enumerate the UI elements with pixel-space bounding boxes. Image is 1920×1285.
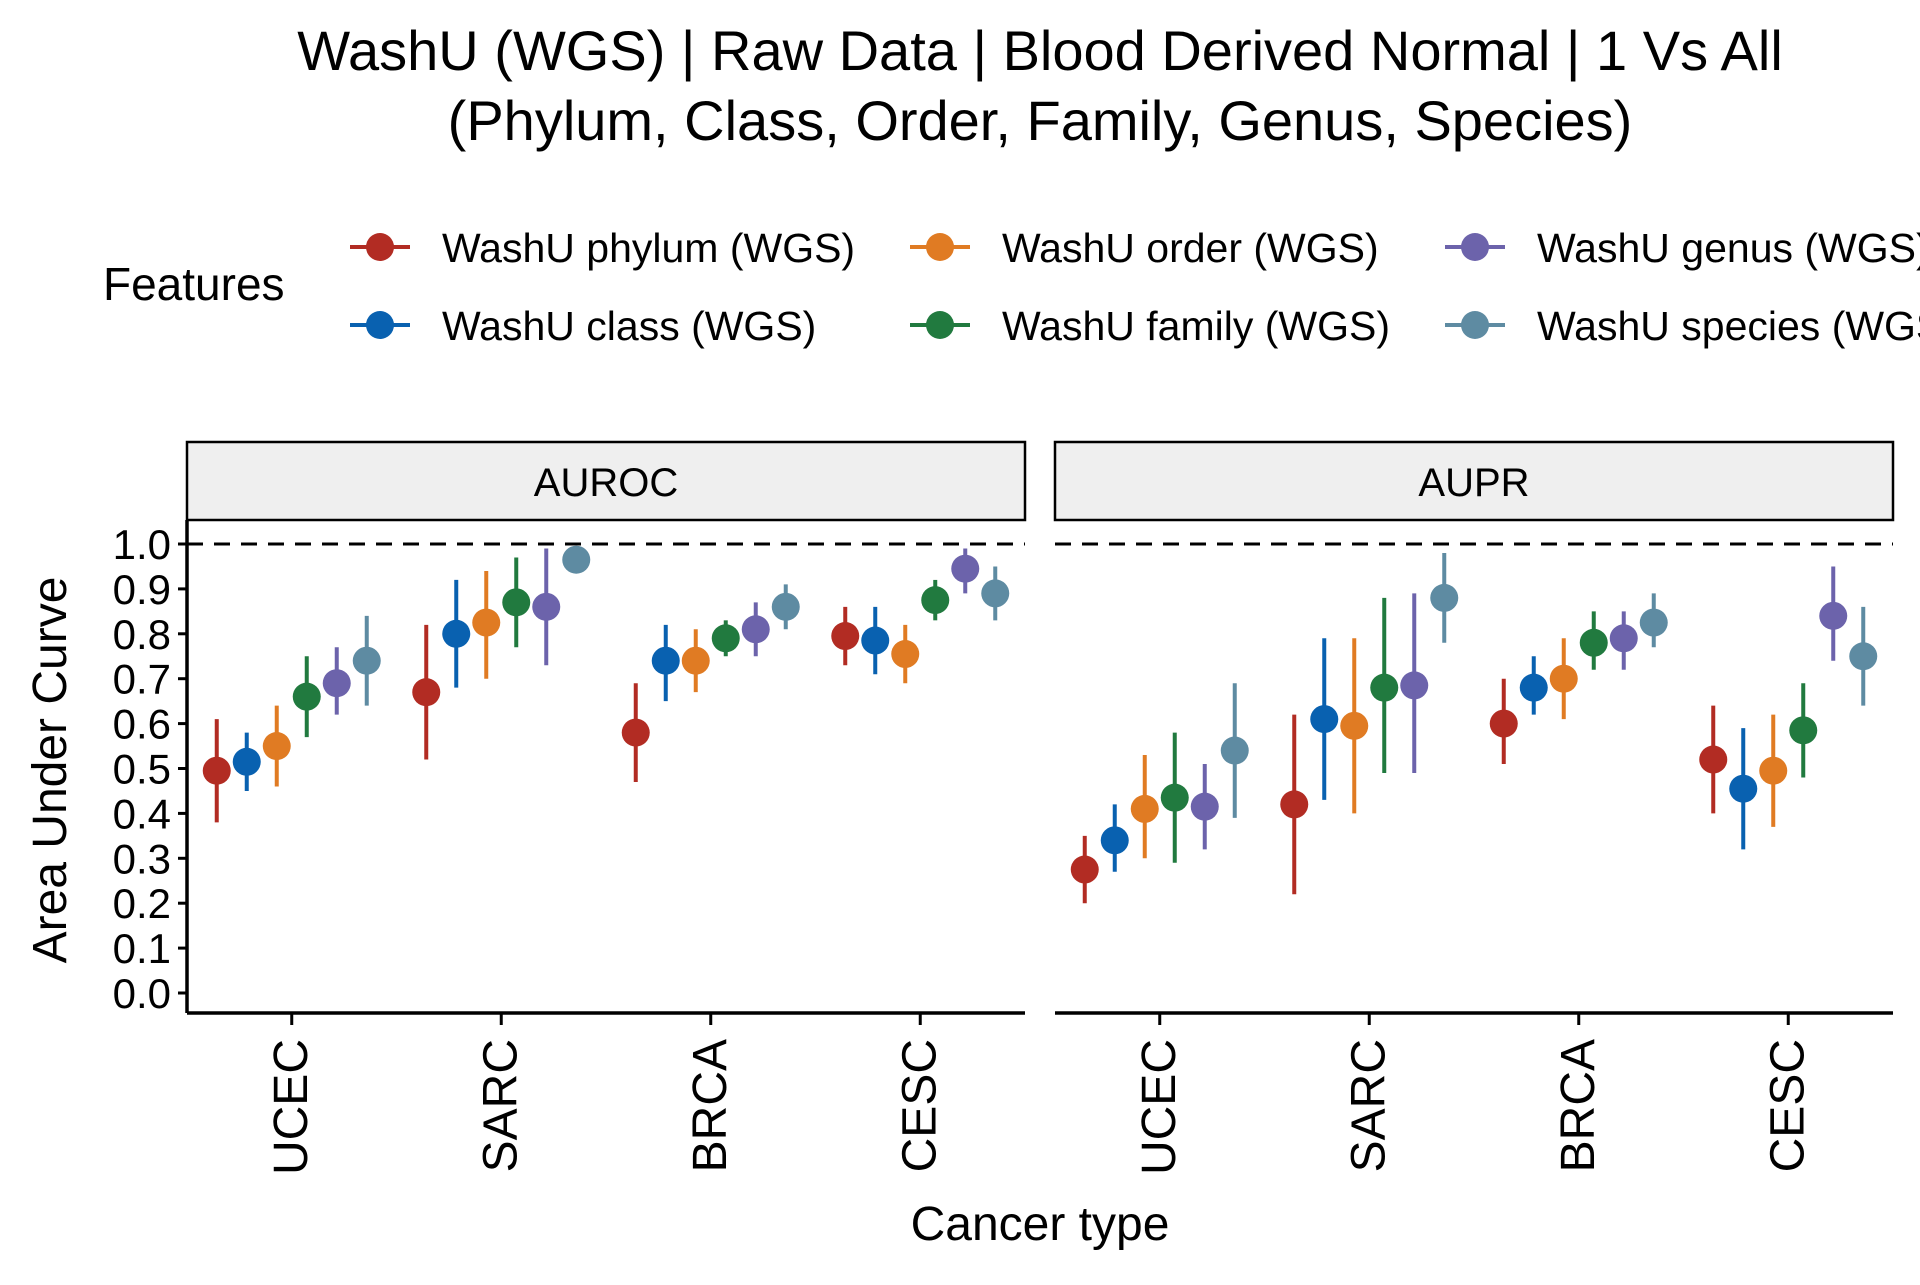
data-point bbox=[1190, 792, 1219, 821]
data-point bbox=[322, 669, 351, 698]
x-tick-label: SARC bbox=[474, 1039, 527, 1172]
legend-entry-label: WashU phylum (WGS) bbox=[442, 225, 855, 271]
legend-key-point bbox=[1461, 233, 1489, 261]
legend-entry-label: WashU family (WGS) bbox=[1002, 303, 1390, 349]
panel-aupr: AUPR UCEC SARC BRCA CESC bbox=[1053, 440, 1895, 1175]
y-tick-label: 0.4 bbox=[113, 790, 171, 837]
data-point bbox=[1280, 790, 1309, 819]
data-point bbox=[1699, 745, 1728, 774]
panel-auroc: AUROC 0.00.10.20.30.40.50.60.70.80.91.0 UC… bbox=[113, 440, 1027, 1175]
data-point bbox=[771, 592, 800, 621]
data-point bbox=[1310, 705, 1339, 734]
x-tick-label: BRCA bbox=[684, 1039, 737, 1172]
y-tick-label: 0.5 bbox=[113, 746, 171, 793]
y-tick-label: 0.8 bbox=[113, 611, 171, 658]
data-point bbox=[1519, 673, 1548, 702]
legend-entry-label: WashU species (WGS) bbox=[1537, 303, 1920, 349]
y-tick-label: 0.6 bbox=[113, 701, 171, 748]
x-tick-label: CESC bbox=[1761, 1039, 1814, 1172]
legend-key-point bbox=[926, 311, 954, 339]
panels: AUROC 0.00.10.20.30.40.50.60.70.80.91.0 UC… bbox=[113, 440, 1895, 1175]
data-point bbox=[861, 626, 890, 655]
data-point bbox=[502, 588, 531, 617]
x-axis-label: Cancer type bbox=[911, 1198, 1170, 1251]
facet-strip bbox=[1053, 440, 1895, 522]
data-point bbox=[532, 592, 561, 621]
legend-title: Features bbox=[103, 258, 285, 310]
data-point bbox=[1489, 709, 1518, 738]
y-axis-label: Area Under Curve bbox=[24, 577, 77, 964]
y-tick-label: 0.3 bbox=[113, 835, 171, 882]
data-point bbox=[711, 624, 740, 653]
data-point bbox=[891, 640, 920, 669]
facet-strip-label: AUPR bbox=[1418, 461, 1529, 505]
data-point bbox=[1729, 774, 1758, 803]
data-point bbox=[921, 586, 950, 615]
data-point bbox=[741, 615, 770, 644]
y-tick-label: 0.2 bbox=[113, 880, 171, 927]
data-point bbox=[681, 646, 710, 675]
data-point bbox=[951, 554, 980, 583]
legend-key-point bbox=[926, 233, 954, 261]
data-point bbox=[1819, 601, 1848, 630]
x-tick-label: UCEC bbox=[1133, 1039, 1186, 1175]
data-point bbox=[1220, 736, 1249, 765]
facet-strip bbox=[185, 440, 1027, 522]
facet-strip-label: AUROC bbox=[534, 461, 678, 505]
data-point bbox=[1639, 608, 1668, 637]
y-tick-label: 0.0 bbox=[113, 970, 171, 1017]
data-point bbox=[1340, 711, 1369, 740]
data-point bbox=[202, 756, 231, 785]
data-point bbox=[1849, 642, 1878, 671]
x-tick-label: BRCA bbox=[1552, 1039, 1605, 1172]
chart-title-line2: (Phylum, Class, Order, Family, Genus, Sp… bbox=[448, 89, 1633, 152]
data-point bbox=[1609, 624, 1638, 653]
legend-key-point bbox=[1461, 311, 1489, 339]
data-point bbox=[1070, 855, 1099, 884]
data-point bbox=[1370, 673, 1399, 702]
data-point bbox=[292, 682, 321, 711]
x-tick-label: SARC bbox=[1342, 1039, 1395, 1172]
legend-key-point bbox=[366, 233, 394, 261]
y-tick-label: 0.9 bbox=[113, 566, 171, 613]
legend-key-point bbox=[366, 311, 394, 339]
data-point bbox=[562, 545, 591, 574]
chart-title-line1: WashU (WGS) | Raw Data | Blood Derived N… bbox=[297, 19, 1783, 82]
x-tick-label: UCEC bbox=[265, 1039, 318, 1175]
data-point bbox=[1400, 671, 1429, 700]
data-point bbox=[232, 747, 261, 776]
data-point bbox=[621, 718, 650, 747]
data-point bbox=[831, 622, 860, 651]
data-point bbox=[1549, 664, 1578, 693]
data-point bbox=[412, 678, 441, 707]
data-point bbox=[352, 646, 381, 675]
y-tick-label: 0.7 bbox=[113, 656, 171, 703]
data-point bbox=[651, 646, 680, 675]
data-point bbox=[1130, 794, 1159, 823]
data-point bbox=[1100, 826, 1129, 855]
x-tick-label: CESC bbox=[893, 1039, 946, 1172]
data-point bbox=[981, 579, 1010, 608]
y-tick-label: 0.1 bbox=[113, 925, 171, 972]
data-point bbox=[262, 732, 291, 761]
legend-entry-label: WashU genus (WGS) bbox=[1537, 225, 1920, 271]
legend-entry-label: WashU order (WGS) bbox=[1002, 225, 1379, 271]
data-point bbox=[1579, 628, 1608, 657]
data-point bbox=[1759, 756, 1788, 785]
data-point bbox=[1160, 783, 1189, 812]
legend-entry-label: WashU class (WGS) bbox=[442, 303, 816, 349]
data-point bbox=[442, 619, 471, 648]
data-point bbox=[1789, 716, 1818, 745]
data-point bbox=[1430, 583, 1459, 612]
legend: Features WashU phylum (WGS) WashU class (… bbox=[103, 225, 1920, 349]
data-point bbox=[472, 608, 501, 637]
y-tick-label: 1.0 bbox=[113, 521, 171, 568]
